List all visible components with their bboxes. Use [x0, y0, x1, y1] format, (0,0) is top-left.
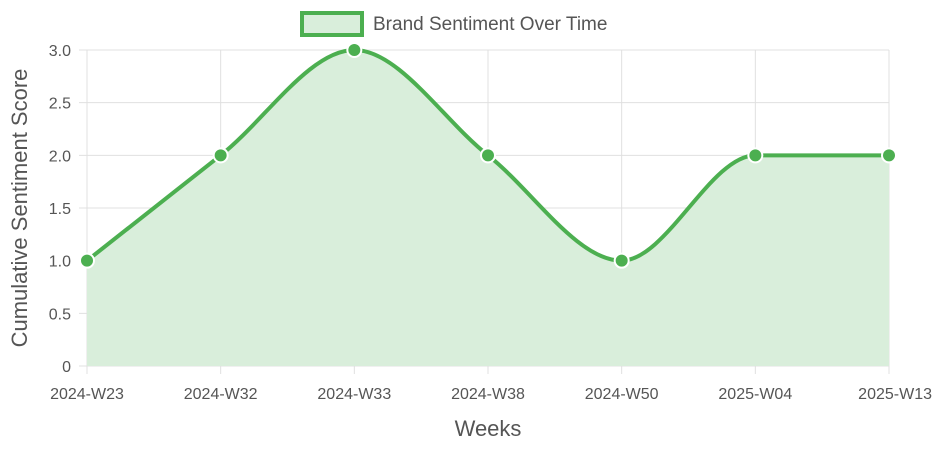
- x-axis-tick-labels: 2024-W23 2024-W32 2024-W33 2024-W38 2024-W50…: [50, 386, 932, 403]
- x-tick-label: 2025-W04: [718, 386, 792, 403]
- x-tick-label: 2024-W38: [451, 386, 525, 403]
- legend-swatch: [300, 11, 364, 37]
- legend-label: Brand Sentiment Over Time: [373, 14, 607, 35]
- data-point[interactable]: [346, 42, 363, 58]
- y-tick-label: 3.0: [49, 43, 71, 60]
- x-axis-title: Weeks: [455, 416, 522, 441]
- y-axis-title: Cumulative Sentiment Score: [7, 69, 32, 348]
- data-point[interactable]: [747, 147, 764, 164]
- y-axis-tick-labels: 0 0.5 1.0 1.5 2.0 2.5 3.0: [49, 43, 71, 376]
- x-tick-label: 2025-W13: [858, 386, 932, 403]
- y-tick-label: 1.0: [49, 254, 71, 271]
- y-tick-label: 2.0: [49, 148, 71, 165]
- data-point[interactable]: [480, 147, 496, 164]
- y-tick-label: 2.5: [49, 96, 71, 113]
- x-tick-label: 2024-W50: [585, 386, 659, 403]
- data-point[interactable]: [613, 252, 630, 269]
- y-tick-label: 0: [62, 359, 71, 376]
- x-tick-label: 2024-W23: [50, 386, 124, 403]
- x-tick-label: 2024-W33: [317, 386, 391, 403]
- data-points: [79, 42, 897, 269]
- series-area-fill: [87, 50, 889, 366]
- data-point[interactable]: [881, 147, 897, 164]
- data-point[interactable]: [212, 147, 229, 164]
- x-tick-label: 2024-W32: [184, 386, 258, 403]
- y-tick-label: 1.5: [49, 201, 71, 218]
- legend[interactable]: Brand Sentiment Over Time: [300, 11, 607, 37]
- y-tick-label: 0.5: [49, 306, 71, 323]
- data-point[interactable]: [79, 252, 95, 269]
